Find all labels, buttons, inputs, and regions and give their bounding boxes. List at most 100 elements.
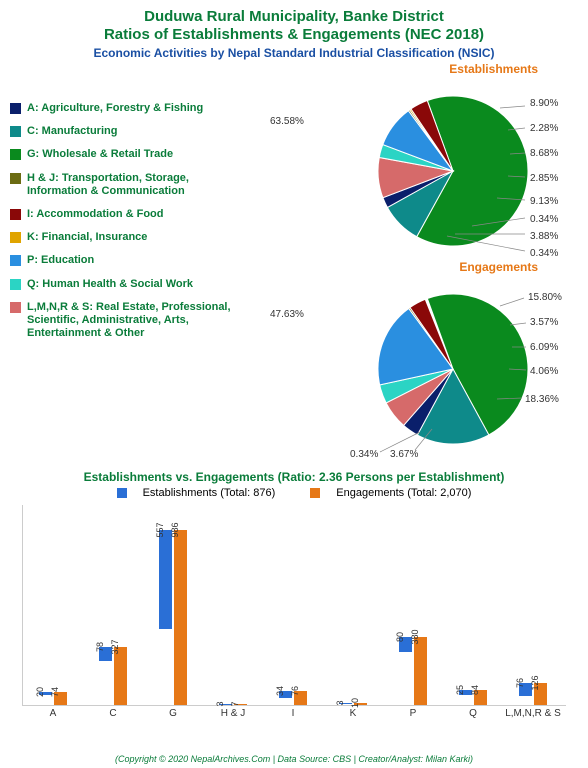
bar-legend-est: Establishments (Total: 876)	[109, 487, 284, 499]
bar-value: 20	[35, 687, 46, 697]
pie-label: 63.58%	[270, 116, 304, 127]
chart-container: Duduwa Rural Municipality, Banke Distric…	[0, 0, 588, 768]
bar: 74	[54, 692, 67, 705]
bar: 380	[414, 637, 427, 705]
bar-value: 557	[155, 522, 166, 537]
bar-group: 76126L,M,N,R & S	[511, 683, 555, 705]
bar-group: 2584Q	[451, 690, 495, 705]
legend-swatch	[10, 209, 21, 220]
bar-legend-eng: Engagements (Total: 2,070)	[302, 487, 479, 499]
bar-category-label: Q	[469, 708, 477, 719]
bar-value: 76	[290, 686, 301, 696]
bar-title: Establishments vs. Engagements (Ratio: 2…	[0, 470, 588, 484]
footer: (Copyright © 2020 NepalArchives.Com | Da…	[0, 754, 588, 764]
pie-label: 2.28%	[530, 123, 558, 134]
legend-swatch	[10, 173, 21, 184]
bar-value: 3	[335, 701, 346, 706]
legend-label: A: Agriculture, Forestry & Fishing	[27, 102, 203, 115]
bar-value: 34	[275, 686, 286, 696]
bar-value: 84	[470, 685, 481, 695]
legend-label: G: Wholesale & Retail Trade	[27, 148, 173, 161]
pie-label: 0.34%	[530, 248, 558, 259]
bar: 327	[114, 647, 127, 705]
bar-value: 327	[110, 639, 121, 654]
top-section: A: Agriculture, Forestry & Fishing C: Man…	[0, 62, 588, 464]
pie2: 47.63%15.80%3.57%6.09%4.06%18.36%0.34%3.…	[250, 274, 578, 464]
bar-value: 986	[170, 522, 181, 537]
title-line-1: Duduwa Rural Municipality, Banke Distric…	[10, 8, 578, 26]
legend-swatch	[10, 232, 21, 243]
bar-category-label: H & J	[221, 708, 245, 719]
pie-label: 8.90%	[530, 98, 558, 109]
bar-value: 80	[395, 632, 406, 642]
legend-swatch	[10, 255, 21, 266]
bar-value: 25	[455, 685, 466, 695]
bar-group: 37H & J	[211, 704, 255, 705]
bar: 10	[354, 703, 367, 705]
pie1: 63.58% 8.90% 2.28% 8.68% 2.85% 9.13% 0.34% 3.88…	[250, 76, 578, 266]
legend-item: C: Manufacturing	[10, 125, 250, 138]
pie-label: 3.67%	[390, 449, 418, 460]
pie-label: 47.63%	[270, 309, 304, 320]
legend-item: I: Accommodation & Food	[10, 208, 250, 221]
legend-item: P: Education	[10, 254, 250, 267]
bar-chart: 2074A78327C557986G37H & J3476I310K80380P…	[22, 505, 566, 706]
pie-label: 18.36%	[525, 394, 559, 405]
bar-value: 76	[515, 678, 526, 688]
bar-category-label: G	[169, 708, 177, 719]
bar-value: 78	[95, 642, 106, 652]
legend-swatch	[10, 126, 21, 137]
legend-swatch	[10, 103, 21, 114]
bar-value: 10	[350, 698, 361, 708]
bar-value: 380	[410, 630, 421, 645]
pie-label: 9.13%	[530, 196, 558, 207]
bar-group: 557986G	[151, 530, 195, 706]
pie1-header: Establishments	[250, 62, 578, 76]
bar-group: 310K	[331, 703, 375, 705]
bar-category-label: P	[410, 708, 417, 719]
pie-label: 6.09%	[530, 342, 558, 353]
pie-label: 3.88%	[530, 231, 558, 242]
bar-group: 78327C	[91, 647, 135, 705]
title-block: Duduwa Rural Municipality, Banke Distric…	[0, 0, 588, 62]
bar-group: 80380P	[391, 637, 435, 705]
bar-group: 3476I	[271, 691, 315, 705]
subtitle: Economic Activities by Nepal Standard In…	[10, 46, 578, 60]
legend-swatch	[10, 149, 21, 160]
legend-swatch	[10, 302, 21, 313]
pie-label: 8.68%	[530, 148, 558, 159]
legend-item: K: Financial, Insurance	[10, 231, 250, 244]
pie-svg	[368, 86, 538, 256]
legend-label: Q: Human Health & Social Work	[27, 278, 193, 291]
bar-category-label: C	[109, 708, 116, 719]
bar-category-label: L,M,N,R & S	[505, 708, 561, 719]
legend-item: L,M,N,R & S: Real Estate, Professional, …	[10, 301, 250, 341]
legend-label: C: Manufacturing	[27, 125, 117, 138]
bar-legend: Establishments (Total: 876) Engagements …	[0, 487, 588, 499]
bar: 84	[474, 690, 487, 705]
bar: 76	[294, 691, 307, 705]
bar-value: 7	[230, 701, 241, 706]
bar-category-label: K	[350, 708, 357, 719]
legend: A: Agriculture, Forestry & Fishing C: Man…	[10, 62, 250, 464]
bar-value: 74	[50, 687, 61, 697]
title-line-2: Ratios of Establishments & Engagements (…	[10, 26, 578, 44]
pies-column: Establishments 63.58% 8.90% 2.28% 8.68% 2.85…	[250, 62, 578, 464]
legend-item: H & J: Transportation, Storage, Informat…	[10, 172, 250, 198]
pie-svg	[368, 284, 538, 454]
bar-value: 126	[530, 675, 541, 690]
legend-label: L,M,N,R & S: Real Estate, Professional, …	[27, 301, 250, 341]
legend-item: G: Wholesale & Retail Trade	[10, 148, 250, 161]
pie-label: 0.34%	[530, 214, 558, 225]
legend-label: K: Financial, Insurance	[27, 231, 147, 244]
legend-label: I: Accommodation & Food	[27, 208, 163, 221]
legend-label: H & J: Transportation, Storage, Informat…	[27, 172, 250, 198]
pie-label: 2.85%	[530, 173, 558, 184]
legend-item: Q: Human Health & Social Work	[10, 278, 250, 291]
bar-value: 3	[215, 701, 226, 706]
bar-category-label: A	[50, 708, 57, 719]
bar: 7	[234, 704, 247, 705]
legend-swatch	[10, 279, 21, 290]
legend-label: P: Education	[27, 254, 94, 267]
pie-label: 15.80%	[528, 292, 562, 303]
